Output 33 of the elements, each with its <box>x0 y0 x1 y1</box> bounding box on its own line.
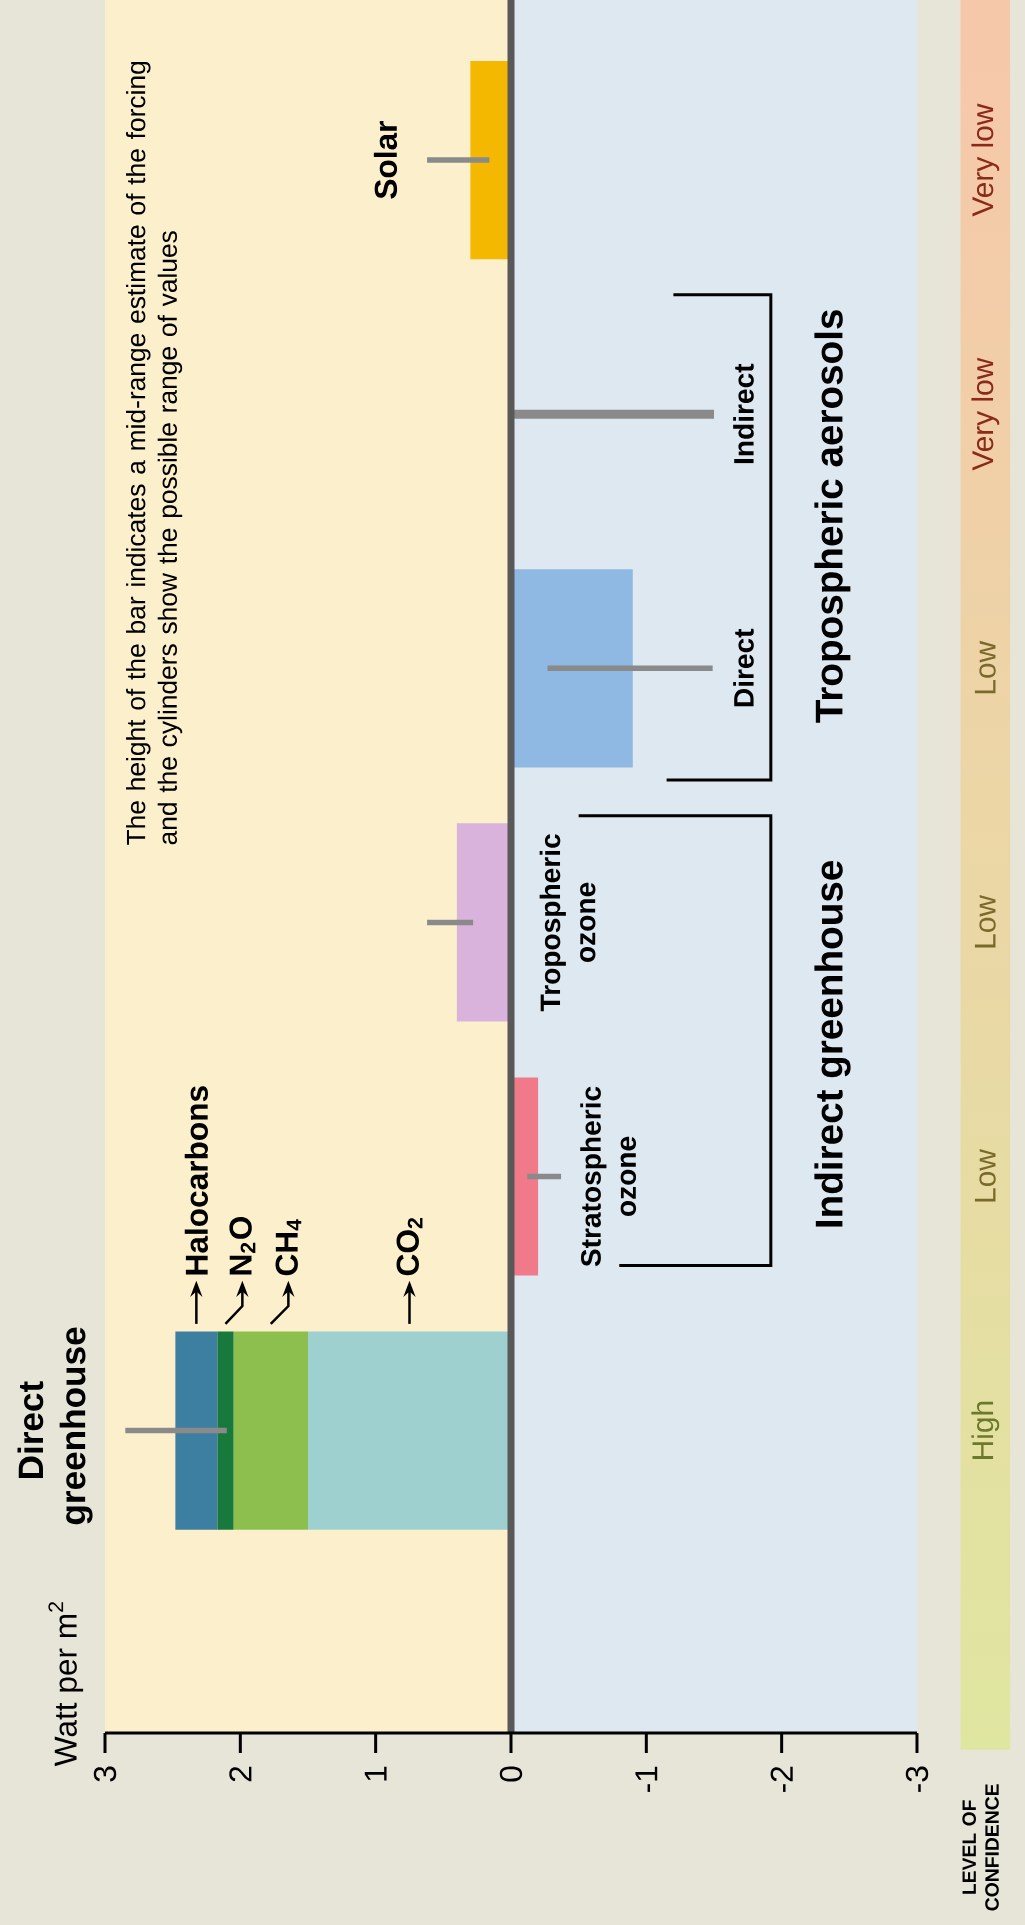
y-tick-label: Indirect <box>733 363 754 464</box>
text: Low <box>974 894 996 948</box>
text: Low <box>974 640 996 694</box>
y-tick-label: Solar <box>373 121 398 199</box>
x-tick-label: 2 <box>229 1766 252 1782</box>
text: CO$_{2}$ <box>396 1218 423 1276</box>
text: Low <box>974 1149 996 1202</box>
x-tick-label: 0 <box>499 1766 523 1782</box>
y-tick-label: Direct greenhouse <box>17 1327 93 1525</box>
annotation: The height of the bar indicates a mid-range estimate of the forcing and the cylinders show the possible range of values <box>126 61 183 845</box>
x-tick-label: 1 <box>364 1766 387 1781</box>
y-tick-label: Stratospheric ozone <box>580 1086 637 1267</box>
y-tick-label: Tropospheric ozone <box>539 834 596 1012</box>
bar <box>511 569 633 768</box>
bar <box>511 409 714 419</box>
text: Very low <box>971 357 1000 471</box>
annotation: Indirect greenhouse <box>814 860 851 1227</box>
text: N$_{2}$O <box>229 1216 256 1275</box>
text: Very low <box>971 103 1000 217</box>
x-tick-label: -2 <box>770 1766 793 1792</box>
text: LEVEL OF CONFIDENCE <box>962 1784 999 1911</box>
text: Watt per m$^{2}$ <box>48 1602 84 1767</box>
bar <box>233 1331 308 1530</box>
x-tick-label: -1 <box>635 1766 658 1792</box>
x-tick-label: 3 <box>93 1766 117 1782</box>
text: High <box>971 1401 1000 1459</box>
bar <box>175 1331 218 1530</box>
annotation: Tropospheric aerosols <box>814 310 851 723</box>
y-tick-label: Direct <box>733 628 754 707</box>
text: Halocarbons <box>184 1086 208 1275</box>
bar <box>217 1331 234 1530</box>
x-tick-label: -3 <box>905 1766 929 1792</box>
text: CH$_{4}$ <box>275 1219 302 1276</box>
